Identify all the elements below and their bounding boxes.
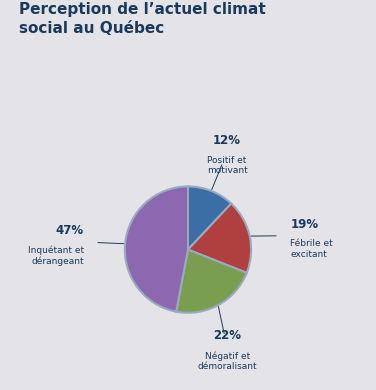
Text: 12%: 12% xyxy=(213,134,241,147)
Text: social au Québec: social au Québec xyxy=(19,21,164,36)
Text: 19%: 19% xyxy=(290,218,318,230)
Text: Fébrile et
excitant: Fébrile et excitant xyxy=(290,239,333,259)
Text: Négatif et
démoralisant: Négatif et démoralisant xyxy=(197,351,257,371)
Text: 47%: 47% xyxy=(56,224,84,237)
Wedge shape xyxy=(188,186,231,250)
Wedge shape xyxy=(176,250,247,313)
Text: Inquétant et
dérangeant: Inquétant et dérangeant xyxy=(28,246,84,266)
Text: Perception de l’actuel climat: Perception de l’actuel climat xyxy=(19,2,265,17)
Wedge shape xyxy=(188,204,251,273)
Wedge shape xyxy=(125,186,188,312)
Text: Positif et
motivant: Positif et motivant xyxy=(207,156,247,175)
Text: 22%: 22% xyxy=(213,330,241,342)
